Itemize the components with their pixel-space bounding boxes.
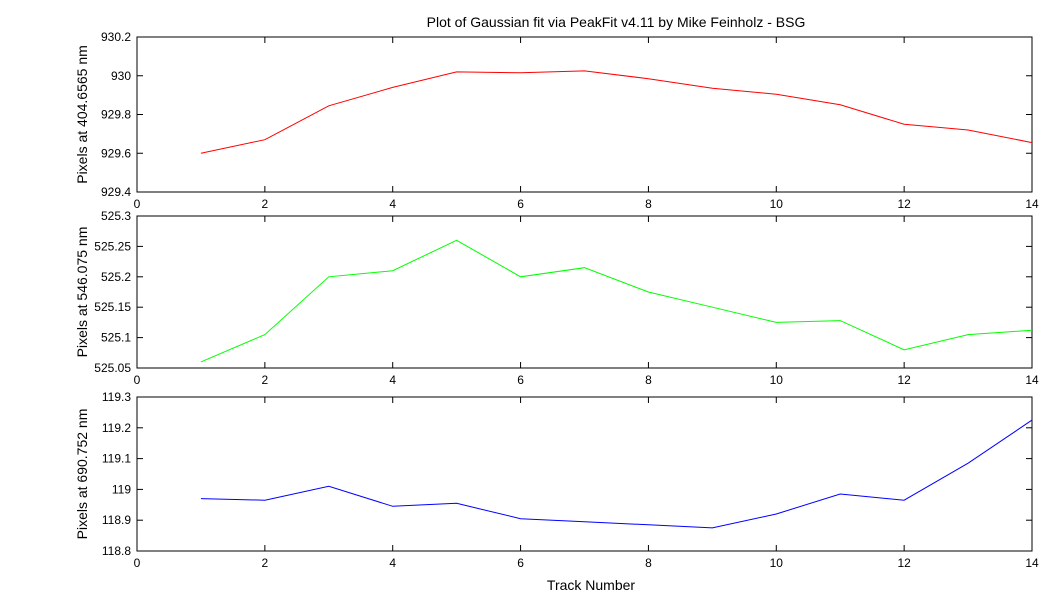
x-tick-label: 14	[1025, 197, 1039, 211]
x-tick-label: 2	[262, 197, 269, 211]
x-tick-label: 6	[517, 373, 524, 387]
y-axis-label: Pixels at 546.075 nm	[74, 227, 90, 358]
y-tick-label: 929.6	[101, 146, 131, 160]
y-tick-label: 525.25	[94, 239, 131, 253]
x-tick-label: 14	[1025, 556, 1039, 570]
axes-frame	[136, 396, 1033, 552]
y-tick-label: 930.2	[101, 30, 131, 44]
y-tick-label: 930	[111, 69, 131, 83]
axes-frame	[136, 215, 1033, 369]
y-tick-label: 525.2	[101, 270, 131, 284]
series-line	[200, 239, 1033, 363]
y-tick-label: 525.05	[94, 361, 131, 375]
y-axis-label: Pixels at 690.752 nm	[74, 409, 90, 540]
y-tick-label: 525.15	[94, 300, 131, 314]
y-axis-label: Pixels at 404.6565 nm	[74, 45, 90, 184]
subplots: 0 2 4 6 8 10 12 14 929.4 929.6 929.8 930 930.2 Pixels…	[74, 30, 1039, 570]
y-tick-label: 118.8	[102, 544, 131, 558]
y-tick-label: 119.3	[102, 390, 131, 404]
x-tick-label: 12	[897, 556, 911, 570]
subplot-1: 0 2 4 6 8 10 12 14 929.4 929.6 929.8 930 930.2 Pixels…	[74, 30, 1039, 211]
x-tick-label: 8	[645, 197, 652, 211]
x-tick-label: 2	[262, 373, 269, 387]
series-line	[200, 70, 1033, 154]
y-tick-label: 525.1	[101, 331, 131, 345]
x-tick-label: 4	[389, 197, 396, 211]
x-axis-label: Track Number	[547, 577, 636, 593]
x-tick-label: 2	[262, 556, 269, 570]
x-tick-label: 8	[645, 373, 652, 387]
y-tick-label: 119.1	[102, 452, 131, 466]
x-tick-label: 4	[389, 373, 396, 387]
x-tick-label: 14	[1025, 373, 1039, 387]
x-tick-label: 8	[645, 556, 652, 570]
chart-title: Plot of Gaussian fit via PeakFit v4.11 b…	[427, 14, 806, 30]
x-tick-label: 12	[897, 197, 911, 211]
x-tick-label: 10	[770, 556, 784, 570]
y-tick-label: 118.9	[102, 513, 131, 527]
subplot-3: 0 2 4 6 8 10 12 14 118.8 118.9 119 119.1 119.2 119.3 P…	[74, 390, 1039, 570]
y-tick-label: 929.4	[101, 185, 131, 199]
subplot-2: 0 2 4 6 8 10 12 14 525.05 525.1 525.15 525.2 525.25 5…	[74, 209, 1039, 387]
axes-frame	[136, 36, 1033, 193]
series-line	[200, 419, 1033, 529]
x-tick-label: 12	[897, 373, 911, 387]
x-tick-label: 0	[134, 373, 141, 387]
x-tick-label: 0	[134, 197, 141, 211]
y-tick-label: 929.8	[101, 108, 131, 122]
x-tick-label: 0	[134, 556, 141, 570]
y-tick-label: 525.3	[101, 209, 131, 223]
y-tick-label: 119.2	[102, 421, 131, 435]
x-tick-label: 6	[517, 197, 524, 211]
x-tick-label: 6	[517, 556, 524, 570]
x-tick-label: 10	[770, 197, 784, 211]
x-tick-label: 4	[389, 556, 396, 570]
x-tick-label: 10	[770, 373, 784, 387]
y-tick-label: 119	[112, 482, 131, 496]
